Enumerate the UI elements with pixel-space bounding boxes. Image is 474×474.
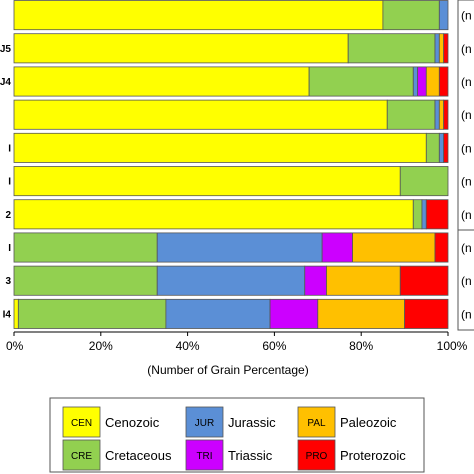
legend-code: CRE [71, 451, 92, 462]
legend-code: JUR [195, 418, 214, 429]
legend-name: Jurassic [228, 415, 276, 430]
bar-segment-pal-row-3 [425, 66, 440, 97]
bar-segment-cen-row-5 [13, 132, 427, 163]
bar-segment-jur-row-1 [438, 0, 449, 31]
bar-segment-cen-row-1 [13, 0, 384, 31]
sample-count-label: (n [461, 307, 472, 321]
x-tick-label: 100% [437, 339, 468, 353]
bar-segment-pal-row-8 [352, 232, 436, 263]
sample-count-label: (n [461, 42, 472, 56]
row-label: J5 [0, 44, 11, 55]
bar-segment-pal-row-4 [438, 99, 445, 130]
bars-group [13, 0, 449, 329]
legend-name: Cenozoic [105, 415, 160, 430]
legend-code: TRI [196, 451, 212, 462]
legend-name: Paleozoic [340, 415, 397, 430]
sample-count-label: (n [461, 274, 472, 288]
x-tick-label: 80% [349, 339, 373, 353]
row-label: J4 [0, 77, 11, 88]
legend-code: PRO [306, 451, 328, 462]
bar-segment-pal-row-10 [317, 298, 405, 329]
bar-segment-pro-row-5 [443, 132, 449, 163]
x-tick-label: 60% [262, 339, 286, 353]
bar-segment-cen-row-4 [13, 99, 388, 130]
bar-segment-jur-row-9 [156, 265, 306, 296]
bar-segment-cre-row-9 [13, 265, 158, 296]
sample-count-label: (n [461, 141, 472, 155]
x-tick-label: 0% [6, 339, 24, 353]
row-label: I4 [3, 309, 12, 320]
x-axis: 0% 20% 40% 60% 80% 100% [6, 331, 468, 353]
legend-swatch-tri [185, 439, 224, 471]
sample-count-label: (n [461, 9, 472, 23]
bar-segment-jur-row-3 [412, 66, 419, 97]
row-label: I [8, 177, 11, 188]
legend-swatch-jur [185, 406, 224, 438]
bar-segment-jur-row-10 [165, 298, 271, 329]
bar-segment-jur-row-5 [438, 132, 445, 163]
bar-segment-pro-row-4 [443, 99, 449, 130]
bar-segment-cre-row-8 [13, 232, 158, 263]
legend-name: Proterozoic [340, 448, 406, 463]
legend-code: PAL [307, 418, 326, 429]
bar-segment-cen-row-7 [13, 199, 414, 230]
bar-segment-tri-row-9 [304, 265, 327, 296]
sample-count-label: (n [461, 108, 472, 122]
sample-count-label: (n [461, 75, 472, 89]
legend-swatch-cre [62, 439, 101, 471]
x-tick-label: 40% [176, 339, 200, 353]
x-tick-label: 20% [89, 339, 113, 353]
panel-border [457, 0, 474, 331]
bar-segment-tri-row-10 [269, 298, 319, 329]
bar-segment-cre-row-3 [308, 66, 414, 97]
bar-segment-cen-row-3 [13, 66, 310, 97]
bar-segment-jur-row-4 [434, 99, 440, 130]
bar-segment-cre-row-6 [399, 166, 449, 197]
legend-box [49, 397, 425, 473]
legend-name: Cretaceous [105, 448, 172, 463]
bar-segment-tri-row-3 [417, 66, 427, 97]
bar-segment-jur-row-7 [421, 199, 427, 230]
bar-segment-jur-row-8 [156, 232, 323, 263]
legend: CEN Cenozoic CRE Cretaceous JUR Jurassic TRI Tr… [49, 397, 425, 473]
bar-segment-pro-row-2 [443, 33, 449, 64]
bar-segment-cen-row-2 [13, 33, 349, 64]
bar-segment-cre-row-5 [425, 132, 440, 163]
sample-count-panel: (n (n (n (n (n (n (n (n (n (n [457, 0, 474, 331]
sample-count-label: (n [461, 175, 472, 189]
bar-segment-pal-row-9 [326, 265, 401, 296]
row-label: 3 [5, 276, 11, 287]
bar-segment-cen-row-6 [13, 166, 401, 197]
row-label: I [8, 143, 11, 154]
bar-segment-pal-row-2 [438, 33, 445, 64]
sample-count-label: (n [461, 241, 472, 255]
sample-count-label: (n [461, 208, 472, 222]
row-label: I [8, 243, 11, 254]
bar-segment-cre-row-1 [382, 0, 440, 31]
bar-segment-cre-row-2 [347, 33, 436, 64]
bar-segment-cre-row-7 [412, 199, 423, 230]
bar-segment-pro-row-8 [434, 232, 449, 263]
legend-swatch-pal [297, 406, 336, 438]
row-label: 2 [5, 210, 11, 221]
bar-segment-cen-row-10 [13, 298, 19, 329]
legend-name: Triassic [228, 448, 273, 463]
bar-segment-jur-row-2 [434, 33, 440, 64]
bar-segment-cre-row-4 [386, 99, 436, 130]
x-axis-label: (Number of Grain Percentage) [147, 363, 308, 377]
bar-segment-pro-row-10 [404, 298, 449, 329]
legend-swatch-cen [62, 406, 101, 438]
legend-code: CEN [71, 418, 92, 429]
bar-segment-tri-row-8 [321, 232, 353, 263]
legend-swatch-pro [297, 439, 336, 471]
bar-segment-cre-row-10 [17, 298, 167, 329]
bar-segment-pro-row-3 [438, 66, 449, 97]
bar-segment-pro-row-9 [399, 265, 449, 296]
bar-segment-pro-row-7 [425, 199, 449, 230]
row-labels: J5 J4 I I 2 I 3 I4 [0, 44, 11, 321]
